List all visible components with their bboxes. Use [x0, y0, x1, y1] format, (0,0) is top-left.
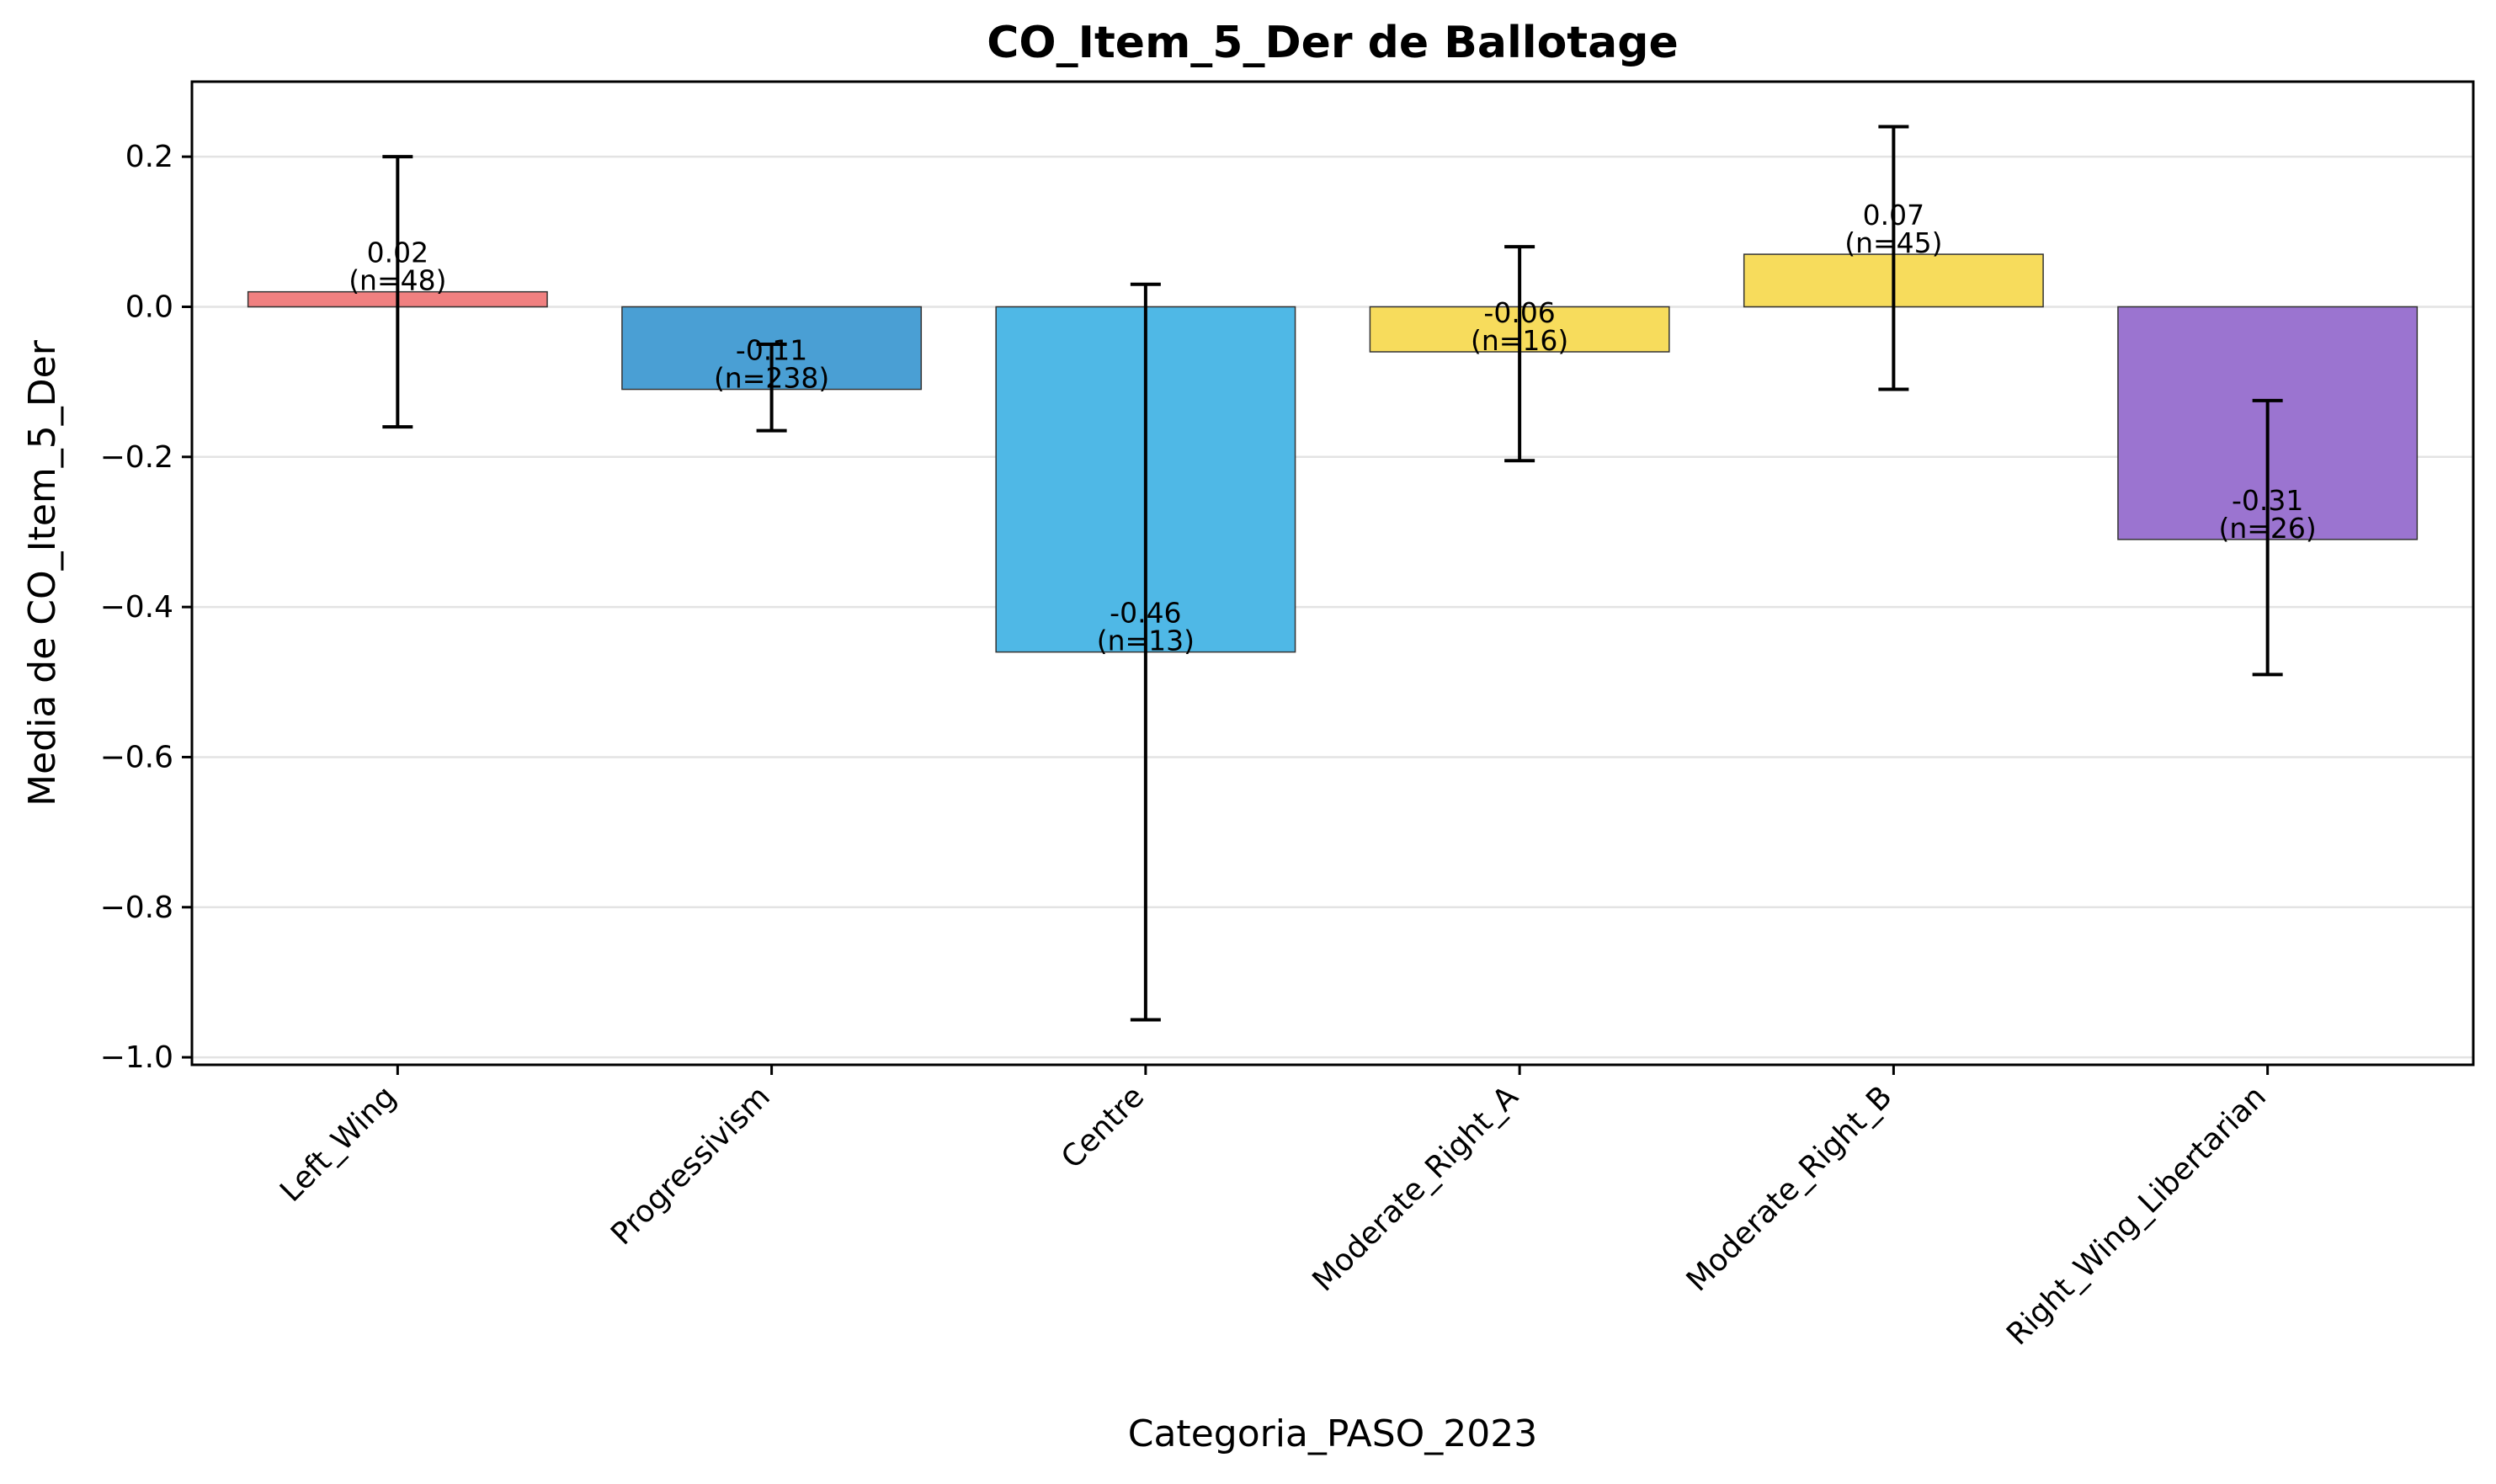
x-tick-label: Right_Wing_Libertarian: [2000, 1079, 2273, 1352]
y-tick-label: −0.4: [100, 590, 173, 625]
x-tick-label: Progressivism: [604, 1079, 777, 1252]
y-tick-label: −1.0: [100, 1040, 173, 1075]
data-label-value: -0.11: [736, 334, 807, 367]
grid-lines: [192, 155, 2473, 1059]
data-label-value: 0.02: [367, 237, 428, 269]
x-tick-label: Moderate_Right_B: [1680, 1079, 1899, 1298]
error-bars: [382, 125, 2283, 1022]
data-label-value: -0.31: [2232, 484, 2303, 517]
data-label-count: (n=238): [714, 362, 829, 395]
y-tick-label: −0.2: [100, 440, 173, 475]
y-axis-label: Media de CO_Item_5_Der: [21, 339, 64, 806]
data-label-count: (n=26): [2218, 512, 2316, 545]
y-tick-label: −0.8: [100, 891, 173, 925]
y-axis-ticks: 0.2 0.0 −0.2 −0.4 −0.6 −0.8 −1.0: [100, 140, 192, 1075]
plot-frame: [190, 80, 2475, 1066]
data-label-count: (n=45): [1844, 226, 1942, 259]
data-label-count: (n=48): [349, 264, 446, 297]
data-labels: 0.02(n=48)-0.11(n=238)-0.46(n=13)-0.06(n…: [349, 199, 2317, 657]
x-tick-label: Centre: [1055, 1079, 1151, 1175]
data-label-count: (n=13): [1097, 625, 1195, 657]
data-label-count: (n=16): [1471, 324, 1568, 357]
y-tick-label: 0.2: [125, 140, 173, 174]
y-tick-label: −0.6: [100, 740, 173, 774]
bars: [247, 253, 2419, 653]
chart-title: CO_Item_5_Der de Ballotage: [987, 18, 1679, 68]
x-tick-label: Left_Wing: [274, 1079, 403, 1209]
data-label-value: -0.06: [1483, 296, 1555, 329]
data-label-value: -0.46: [1110, 597, 1181, 630]
y-tick-label: 0.0: [125, 290, 173, 324]
x-tick-label: Moderate_Right_A: [1307, 1079, 1525, 1298]
data-label-value: 0.07: [1863, 199, 1924, 231]
x-axis-label: Categoria_PASO_2023: [1128, 1412, 1538, 1455]
x-axis-ticks: Left_Wing Progressivism Centre Moderate_Rig…: [274, 1065, 2273, 1352]
